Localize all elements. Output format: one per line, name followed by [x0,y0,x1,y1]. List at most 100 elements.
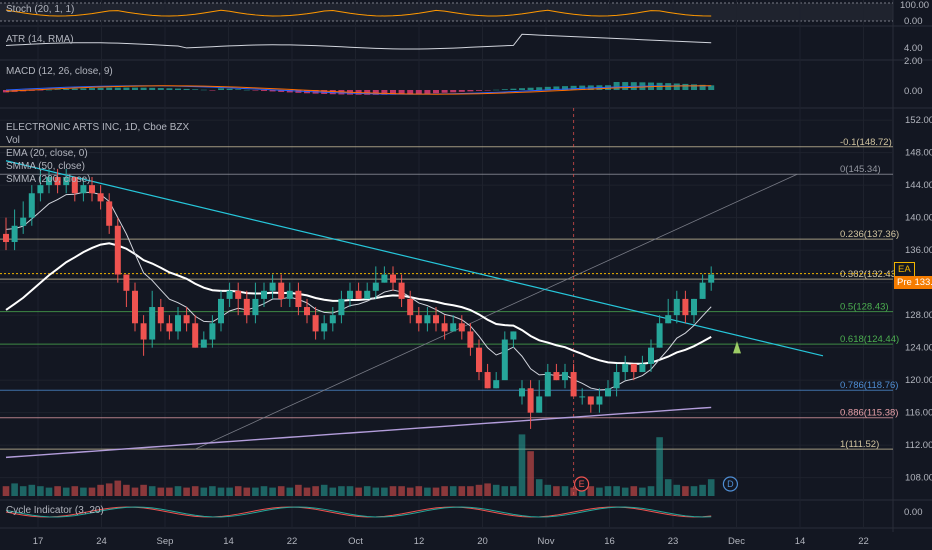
candle-body [605,388,611,397]
fib-anchor-line [195,173,798,450]
macd-histogram-bar [381,90,388,95]
macd-histogram-bar [192,89,199,90]
smma50-legend[interactable]: SMMA (50, close) [6,161,85,172]
candle-body [407,298,414,316]
y-tick-label: 144.00 [905,180,932,191]
volume-bar [432,487,440,496]
premarket-tag[interactable]: Pre 133.11 [894,276,932,289]
macd-histogram-bar [407,90,414,95]
candle-body [441,323,448,332]
candle-body [89,185,95,194]
candle-body [63,177,70,186]
candle-body [295,290,302,308]
event-badge [722,476,739,492]
x-tick-label: 16 [604,536,615,547]
macd-histogram-bar [106,87,113,90]
candle-body [691,298,697,316]
volume-bar [183,487,190,496]
macd-histogram-bar [433,90,439,94]
cycle-legend[interactable]: Cycle Indicator (3, 20) [6,505,104,516]
macd-histogram-bar [132,87,138,90]
volume-bar [398,486,405,496]
candle-body [175,315,181,332]
y-tick-label: 108.00 [905,473,932,484]
candle-body [114,225,121,275]
stoch-line [5,9,712,17]
y-tick-label: 124.00 [905,343,932,354]
macd-histogram-bar [536,87,543,90]
stoch-tick-bottom: 0.00 [904,16,923,27]
volume-bar [510,486,517,496]
cycle-tick: 0.00 [904,507,923,518]
macd-histogram-bar [708,85,715,90]
macd-histogram-bar [501,89,508,90]
ema-legend[interactable]: EMA (20, close, 0) [6,148,88,159]
smma50-line [5,242,712,365]
smma200-legend[interactable]: SMMA (200, close) [6,174,91,185]
premarket-price: 133.11 [914,277,932,288]
volume-bar [527,451,534,496]
candle-body [312,315,319,332]
x-tick-label: 20 [477,536,488,547]
volume-bar [389,486,397,496]
volume-bar [707,479,715,496]
volume-bar [596,487,603,496]
candle-body [673,298,680,316]
volume-bar [647,486,655,496]
volume-bar [37,486,44,496]
macd-histogram-bar [613,82,620,90]
atr-legend[interactable]: ATR (14, RMA) [6,34,74,45]
candle-body [476,347,482,373]
candle-body [183,315,190,324]
smma200-line [5,406,712,459]
event-badge-label: E [579,479,585,489]
x-tick-label: 17 [33,536,44,547]
candle-body [665,315,672,324]
signal-triangle [733,341,741,354]
volume-bar [561,486,569,496]
volume-bar [570,487,577,496]
volume-bar [355,487,362,496]
macd-legend[interactable]: MACD (12, 26, close, 9) [6,66,113,77]
x-tick-label: 22 [858,536,869,547]
candle-body [28,193,35,218]
macd-histogram-bar [553,86,560,90]
candle-body [493,380,500,389]
candle-body [639,363,646,373]
volume-bar [449,486,457,496]
macd-histogram-bar [200,89,207,91]
macd-histogram-bar [390,90,396,95]
volume-bar [243,487,251,496]
candle-body [570,372,577,397]
candle-body [553,372,560,381]
stoch-legend[interactable]: Stoch (20, 1, 1) [6,4,75,15]
x-tick-label: 23 [668,536,679,547]
candle-body [338,298,345,316]
candle-body [218,298,224,324]
volume-bar [191,486,199,496]
volume-bar [209,486,216,496]
volume-bar [346,486,354,496]
volume-bar [604,486,612,496]
symbol-title[interactable]: ELECTRONIC ARTS INC, 1D, Cboe BZX [6,122,190,133]
volume-bar [312,486,319,496]
candle-body [648,347,654,364]
macd-histogram-bar [579,85,586,90]
macd-histogram-bar [458,90,465,92]
volume-bar [682,486,689,496]
candle-body [364,290,371,299]
ticker-tag[interactable]: EA [894,262,915,277]
candle-body [527,388,534,413]
volume-bar [518,434,526,496]
x-tick-label: Dec [728,536,745,547]
volume-bar [252,487,259,496]
macd-tick: 0.00 [904,86,923,97]
macd-histogram-bar [261,90,267,91]
volume-bar [699,484,706,496]
ema20-line [5,191,712,391]
volume-bar [71,486,79,496]
volume-bar [97,484,104,496]
volume-bar [372,487,380,496]
volume-legend[interactable]: Vol [6,135,20,146]
